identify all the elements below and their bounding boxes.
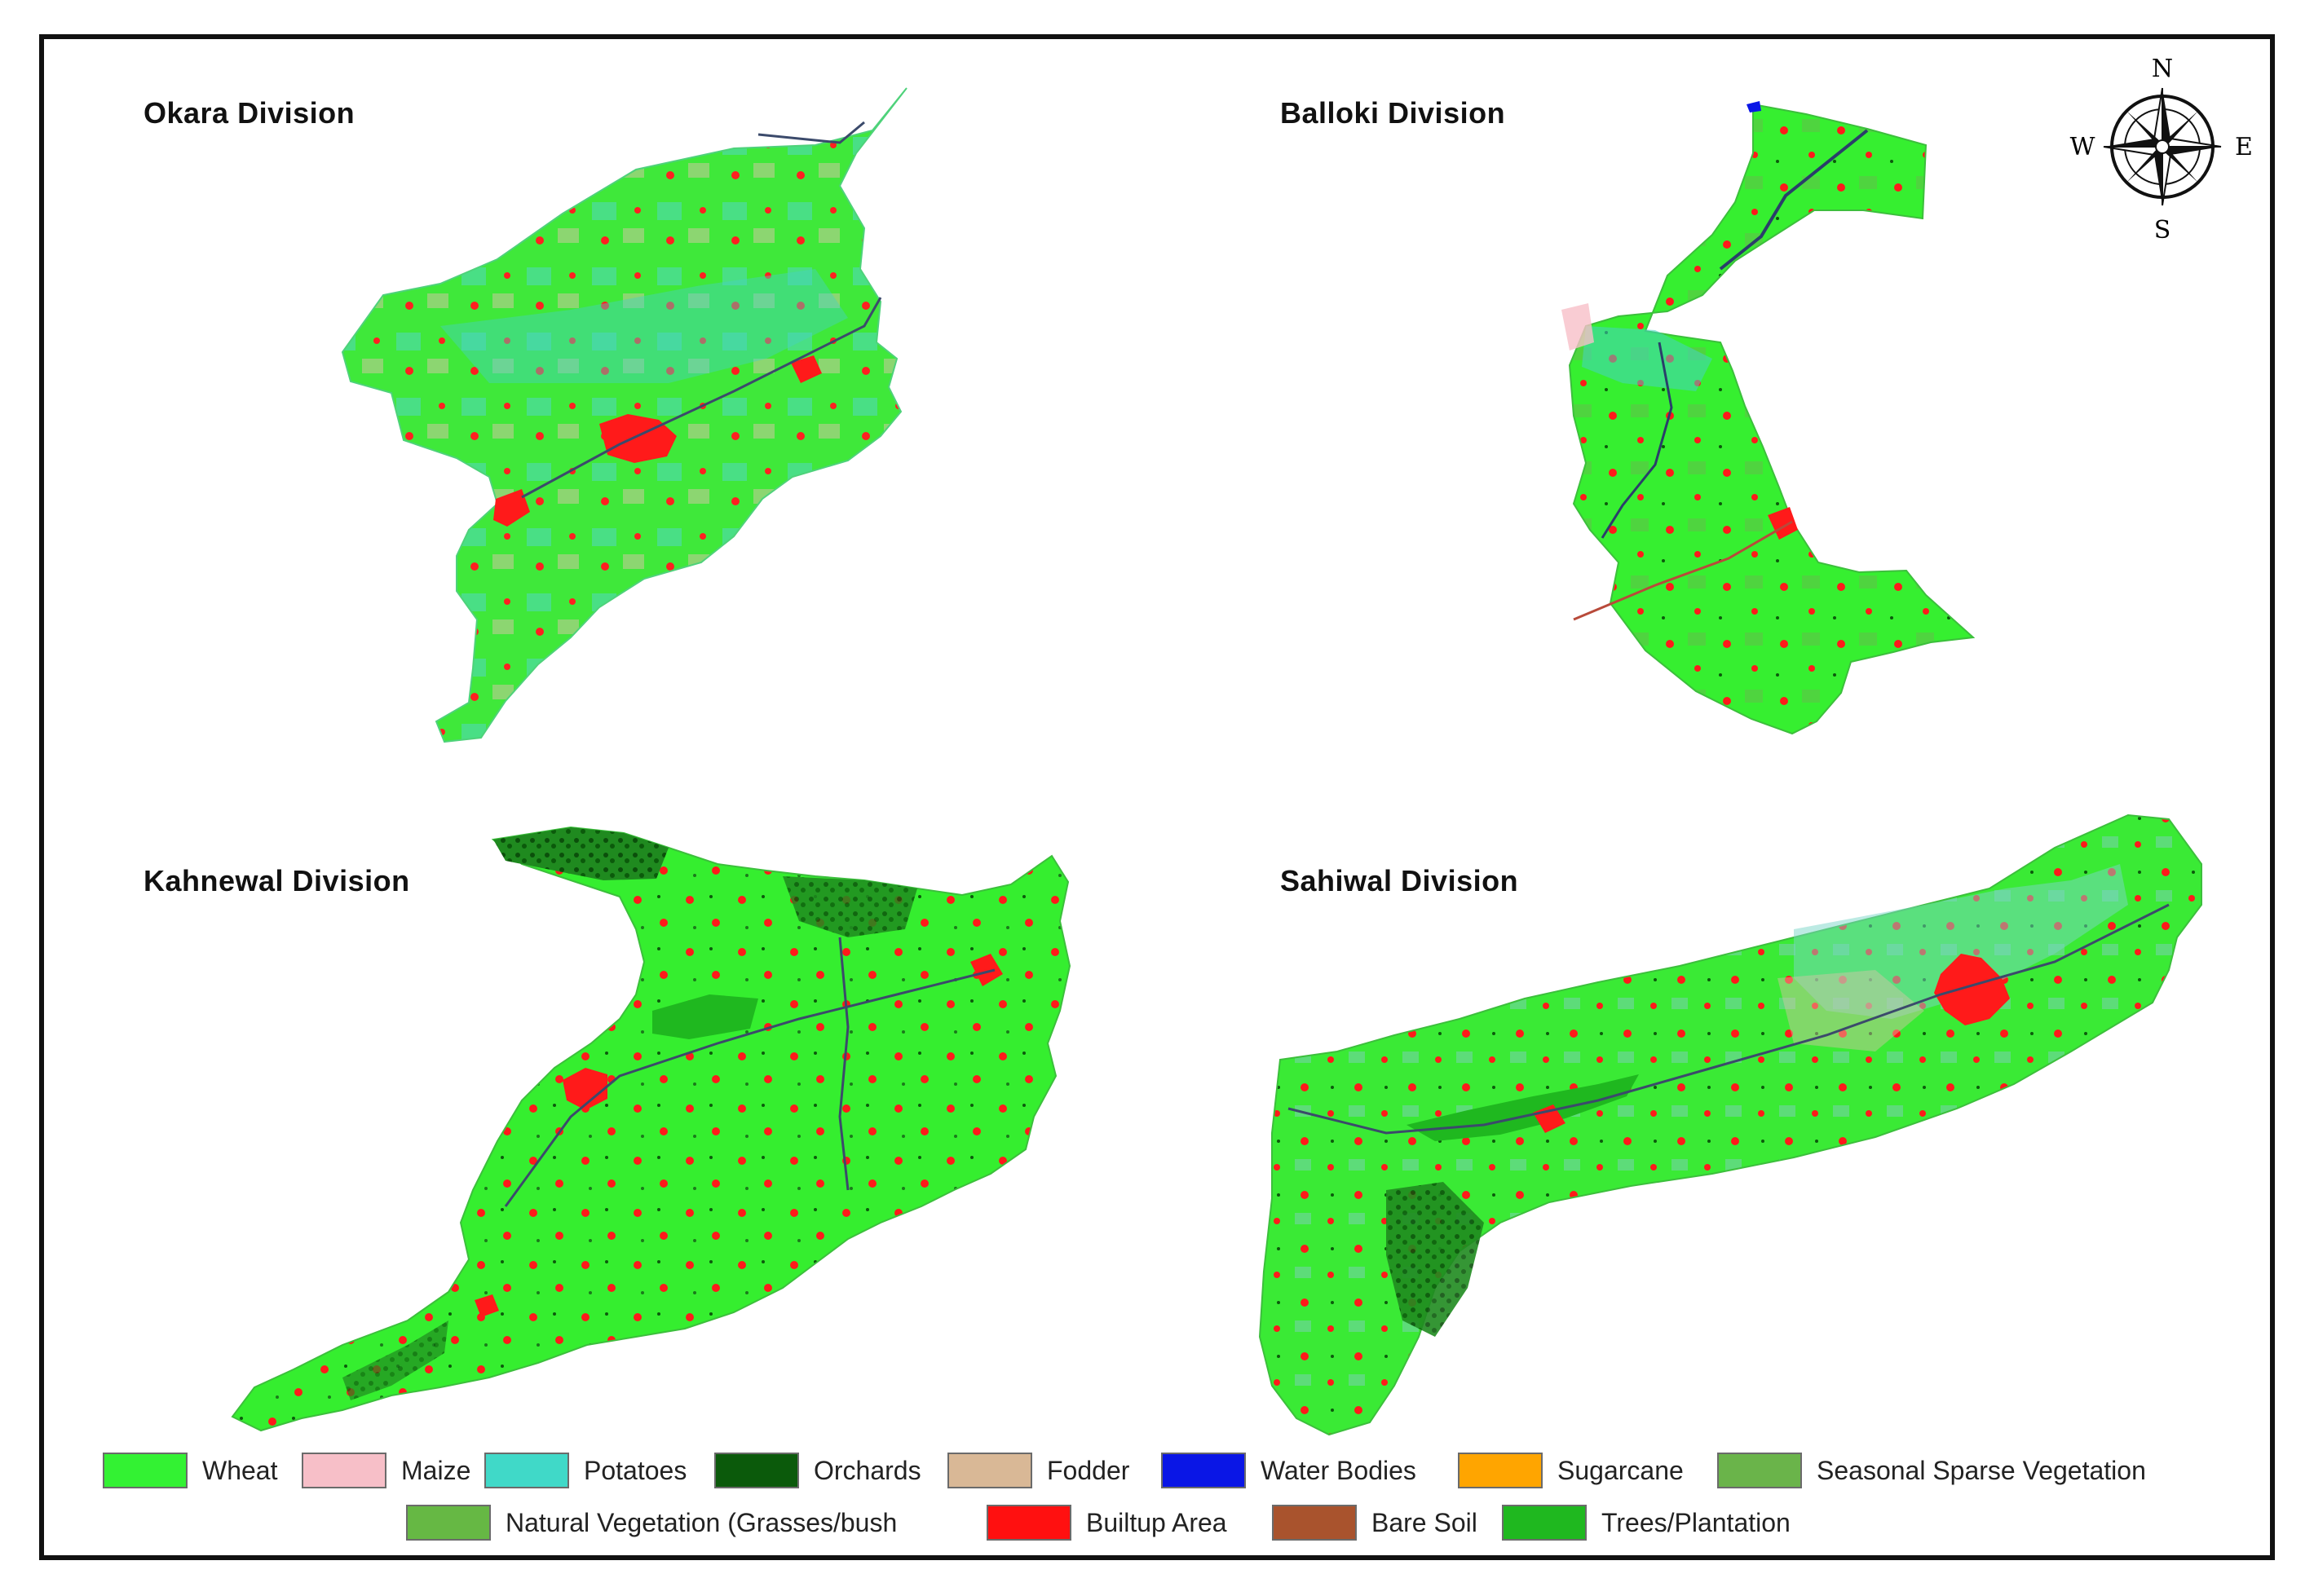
balloki-maize-zone xyxy=(1561,303,1594,351)
balloki-builtup xyxy=(1768,507,1798,540)
kahnewal-road xyxy=(504,968,996,1207)
compass-rose: N S E W xyxy=(2070,55,2253,245)
legend-item-water-bodies: Water Bodies xyxy=(1161,1453,1416,1488)
balloki-division-title: Balloki Division xyxy=(1280,96,1506,130)
kahnewal-town-builtup xyxy=(970,954,1003,986)
kahnewal-city-builtup xyxy=(563,1068,607,1110)
legend-label-trees-plantation: Trees/Plantation xyxy=(1601,1507,1791,1537)
legend-label-orchards: Orchards xyxy=(814,1455,921,1485)
compass-east: E xyxy=(2235,133,2253,161)
compass-west: W xyxy=(2070,133,2095,161)
okara-town-builtup-2 xyxy=(791,355,822,383)
balloki-river xyxy=(1719,129,1869,271)
okara-boundary xyxy=(341,87,907,743)
balloki-road xyxy=(1573,520,1793,621)
legend-item-trees-plantation: Trees/Plantation xyxy=(1502,1505,1791,1541)
sahiwal-orchard-zone xyxy=(1386,1182,1484,1337)
balloki-potato-zone xyxy=(1582,326,1712,391)
balloki-division-map xyxy=(1561,101,1976,735)
legend-swatch-potatoes xyxy=(484,1453,569,1488)
kahnewal-road-2 xyxy=(838,937,850,1191)
sahiwal-plantation xyxy=(1407,1074,1639,1141)
legend-swatch-bare-soil xyxy=(1272,1505,1357,1541)
legend-swatch-sugarcane xyxy=(1458,1453,1543,1488)
okara-road-2 xyxy=(757,121,865,144)
legend-item-fodder: Fodder xyxy=(947,1453,1129,1488)
sahiwal-fodder-zone xyxy=(1777,970,1924,1052)
legend-item-sugarcane: Sugarcane xyxy=(1458,1453,1684,1488)
balloki-canal xyxy=(1601,342,1673,539)
legend-label-maize: Maize xyxy=(401,1455,471,1485)
okara-potato-zone xyxy=(440,269,848,383)
kahnewal-orchard-zone-2 xyxy=(783,876,917,937)
kahnewal-division-map xyxy=(231,826,1071,1432)
legend-swatch-natural-vegetation xyxy=(406,1505,491,1541)
okara-town-builtup xyxy=(493,489,530,527)
legend-label-fodder: Fodder xyxy=(1047,1455,1130,1485)
legend-swatch-maize xyxy=(302,1453,386,1488)
legend-swatch-fodder xyxy=(947,1453,1032,1488)
balloki-water-body xyxy=(1747,101,1761,112)
kahnewal-boundary xyxy=(231,826,1071,1432)
sahiwal-road xyxy=(1287,903,2170,1135)
okara-division-map xyxy=(341,87,907,743)
legend-item-bare-soil: Bare Soil xyxy=(1272,1505,1477,1541)
legend-item-wheat: Wheat xyxy=(103,1453,277,1488)
balloki-boundary xyxy=(1568,103,1976,735)
legend-item-maize: Maize xyxy=(302,1453,470,1488)
compass-north: N xyxy=(2152,55,2173,83)
legend-swatch-orchards xyxy=(714,1453,799,1488)
kahnewal-plantation xyxy=(652,994,758,1039)
legend-swatch-builtup-area xyxy=(987,1505,1071,1541)
sahiwal-potato-zone xyxy=(1794,864,2128,1019)
legend-label-wheat: Wheat xyxy=(202,1455,278,1485)
kahnewal-division-title: Kahnewal Division xyxy=(144,864,410,897)
sahiwal-division-title: Sahiwal Division xyxy=(1280,864,1519,897)
legend-swatch-trees-plantation xyxy=(1502,1505,1587,1541)
legend-item-seasonal-sparse-vegetation: Seasonal Sparse Vegetation xyxy=(1717,1453,2146,1488)
legend-item-natural-vegetation: Natural Vegetation (Grasses/bush xyxy=(406,1505,897,1541)
legend-label-potatoes: Potatoes xyxy=(584,1455,687,1485)
legend-item-builtup-area: Builtup Area xyxy=(987,1505,1227,1541)
legend-label-seasonal-sparse-vegetation: Seasonal Sparse Vegetation xyxy=(1817,1455,2146,1485)
legend-label-builtup-area: Builtup Area xyxy=(1086,1507,1227,1537)
legend-swatch-water-bodies xyxy=(1161,1453,1246,1488)
kahnewal-orchard-zone-3 xyxy=(342,1320,448,1400)
sahiwal-division-map xyxy=(1258,813,2202,1436)
kahnewal-orchard-zone xyxy=(493,827,669,880)
sahiwal-city-builtup xyxy=(1934,954,2010,1025)
legend-label-bare-soil: Bare Soil xyxy=(1371,1507,1477,1537)
kahnewal-town-builtup-2 xyxy=(475,1294,499,1317)
legend-item-potatoes: Potatoes xyxy=(484,1453,687,1488)
legend-item-orchards: Orchards xyxy=(714,1453,921,1488)
legend-label-water-bodies: Water Bodies xyxy=(1261,1455,1416,1485)
okara-division-title: Okara Division xyxy=(144,96,355,130)
legend-swatch-seasonal-sparse-vegetation xyxy=(1717,1453,1802,1488)
legend-label-sugarcane: Sugarcane xyxy=(1557,1455,1684,1485)
okara-road xyxy=(521,297,882,499)
legend-label-natural-vegetation: Natural Vegetation (Grasses/bush xyxy=(506,1507,898,1537)
legend-swatch-wheat xyxy=(103,1453,188,1488)
compass-south: S xyxy=(2154,216,2171,245)
